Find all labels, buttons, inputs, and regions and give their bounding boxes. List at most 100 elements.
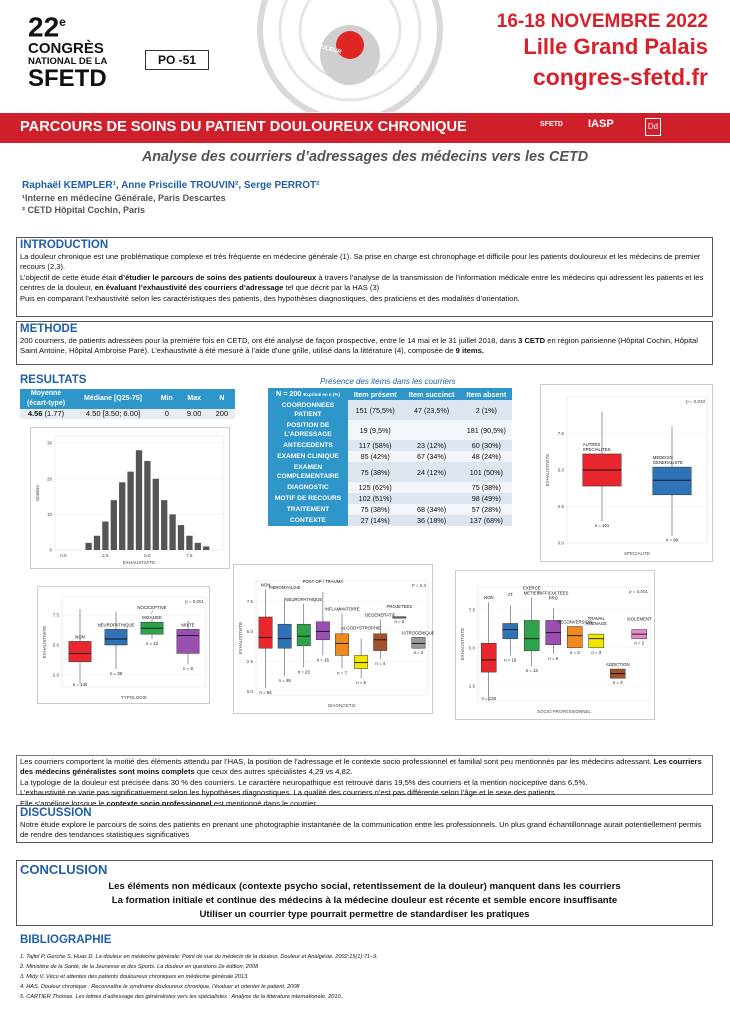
poster-title: PARCOURS DE SOINS DU PATIENT DOULOUREUX … bbox=[20, 119, 467, 135]
discussion-title: DISCUSSION bbox=[20, 807, 92, 819]
box-rect bbox=[652, 466, 692, 496]
items-header-n: N = 200 Exprimé en n (%) bbox=[268, 388, 348, 400]
box-n-label: n = 2 bbox=[394, 619, 404, 624]
stats-header-median: Médiane [Q25-75] bbox=[84, 395, 142, 402]
box-group-label: FIBROMYALGIE bbox=[269, 585, 301, 590]
box-n-label: n = 140 bbox=[73, 682, 88, 687]
box-group-label: / bbox=[151, 610, 153, 615]
resultats-title: RESULTATS bbox=[20, 374, 87, 386]
stats-table: Moyenne (écart-type) Médiane [Q25-75] Mi… bbox=[20, 389, 235, 419]
items-row-label: POSITION DE L’ADRESSAGE bbox=[268, 420, 348, 440]
box-rect bbox=[411, 637, 426, 649]
box-y-tick: 5.0 bbox=[247, 629, 254, 634]
box-rect bbox=[588, 633, 605, 649]
items-cell: 101 (50%) bbox=[460, 462, 512, 482]
items-row-label: COORDONNEES PATIENT bbox=[268, 400, 348, 420]
box-n-label: n = 5 bbox=[356, 680, 366, 685]
event-website[interactable]: congres-sfetd.fr bbox=[532, 64, 708, 90]
box-group-label: NEUROPATHIQUE bbox=[285, 597, 322, 602]
box-x-label: TYPOLOGIE bbox=[121, 695, 147, 700]
histogram-bar bbox=[110, 500, 117, 550]
conclusion-line1: Les éléments non médicaux (contexte psyc… bbox=[108, 881, 621, 892]
findings-line4: Elle s’améliore lorsque le contexte soci… bbox=[20, 798, 318, 808]
items-table-row: CONTEXTE 27 (14%) 36 (18%) 137 (68%) bbox=[268, 515, 512, 526]
box-group-label: MEDECIN bbox=[653, 455, 673, 460]
introduction-p3: Puis en comparant l’exhaustivité selon l… bbox=[20, 293, 520, 303]
event-venue: Lille Grand Palais bbox=[523, 34, 708, 59]
items-cell: 2 (1%) bbox=[460, 400, 512, 420]
histogram-x-label: EXHAUSTIVITE bbox=[123, 560, 156, 565]
box-rect bbox=[523, 620, 540, 652]
specialite-chart: 0.0 2.5 5.0 7.5 AUTRES SPECIALITES n = 101 MEDE… bbox=[540, 384, 713, 562]
box-y-label: EXHAUSTIVITE bbox=[545, 454, 550, 487]
box-y-tick: 7.5 bbox=[558, 431, 565, 436]
histogram-bar bbox=[127, 471, 134, 550]
bib-ref-5: 5. CARTIER Thomas. Les lettres d’adressa… bbox=[20, 994, 344, 1000]
methode-section: METHODE 200 courriers, de patients adres… bbox=[16, 321, 713, 365]
items-cell: 75 (38%) bbox=[348, 504, 403, 515]
items-cell: 67 (34%) bbox=[402, 451, 461, 462]
box-group-label: TRAVAIL bbox=[588, 616, 606, 621]
methode-title: METHODE bbox=[20, 323, 78, 335]
box-group-label: NEUROPATHIQUE bbox=[98, 622, 135, 627]
poster-id: PO -51 bbox=[145, 50, 209, 70]
box-group-label: INFLAMMATOIRE bbox=[325, 606, 360, 611]
box-y-tick: 7.5 bbox=[469, 607, 476, 612]
bib-ref-3: 3. Midy V. Vécu et attentes des patients… bbox=[20, 974, 249, 980]
items-cell: 47 (23,5%) bbox=[402, 400, 461, 420]
stats-n: 200 bbox=[215, 409, 229, 418]
items-cell: 125 (62%) bbox=[348, 482, 403, 493]
items-cell: 181 (90,5%) bbox=[460, 420, 512, 440]
box-rect bbox=[373, 633, 388, 651]
box-group-label: IATROGENIQUE bbox=[402, 630, 434, 635]
box-n-label: n = 6 bbox=[548, 656, 558, 661]
items-cell: 60 (30%) bbox=[460, 440, 512, 451]
items-cell: 36 (18%) bbox=[402, 515, 461, 526]
items-table-row: COORDONNEES PATIENT 151 (75,5%) 47 (23,5%)… bbox=[268, 400, 512, 420]
stats-max: 9.00 bbox=[186, 409, 202, 418]
box-n-label: n = 7 bbox=[337, 671, 347, 676]
items-cell: 27 (14%) bbox=[348, 515, 403, 526]
histogram-x-tick: 5.0 bbox=[144, 553, 151, 558]
bib-ref-2: 2. Ministère de la Santé, de la Jeunesse… bbox=[20, 964, 259, 970]
box-n-label: n = 4 bbox=[613, 680, 623, 685]
histogram-bar bbox=[119, 482, 126, 550]
box-group-label: ISOLEMENT bbox=[627, 617, 652, 622]
discussion-text: Notre étude explore le parcours de soins… bbox=[20, 820, 702, 840]
box-y-tick: 7.5 bbox=[53, 613, 60, 618]
box-y-tick: 7.5 bbox=[247, 599, 254, 604]
items-row-label: ANTECEDENTS bbox=[268, 440, 348, 451]
socio-chart: 2.5 5.0 7.5 NON n = 133 AT n = 19 EXERCE METIER n… bbox=[455, 570, 655, 720]
discussion-section: DISCUSSION Notre étude explore le parcou… bbox=[16, 805, 713, 843]
items-cell: 24 (12%) bbox=[402, 462, 461, 482]
diagnostic-chart: 0.0 2.5 5.0 7.5 NON n = 94 FIBROMYALGIE n = 49 N… bbox=[233, 564, 435, 714]
box-group-label: EXERCE bbox=[523, 586, 541, 591]
items-table-row: DIAGNOSTIC 125 (62%) 75 (38%) bbox=[268, 482, 512, 493]
box-group-label: DEGENERATIF bbox=[365, 612, 396, 617]
box-y-tick: 5.0 bbox=[469, 645, 476, 650]
stats-header-mean: Moyenne (écart-type) bbox=[26, 390, 66, 407]
histogram-bar bbox=[93, 535, 101, 550]
box-group-label: ADDICTION bbox=[606, 662, 630, 667]
banner-logo-dd: Dd bbox=[645, 118, 661, 136]
box-rect bbox=[354, 655, 369, 669]
edition-sup: e bbox=[59, 15, 66, 29]
box-rect bbox=[277, 623, 292, 649]
box-n-label: n = 94 bbox=[260, 690, 273, 695]
histogram-bar bbox=[203, 546, 210, 550]
congress-line1: CONGRÈS bbox=[28, 40, 104, 58]
findings-line1: Les courriers comportent la moitié des é… bbox=[20, 757, 702, 777]
histogram-bar bbox=[135, 450, 143, 550]
box-n-label: n = 19 bbox=[504, 657, 517, 662]
items-cell: 85 (42%) bbox=[348, 451, 403, 462]
histogram-bar bbox=[186, 535, 193, 550]
box-y-label: EXHAUSTIVITE bbox=[460, 628, 465, 661]
banner-logo-iasp: IASP bbox=[588, 118, 614, 130]
findings-line3: L’exhaustivité ne varie pas significativ… bbox=[20, 788, 555, 798]
items-cell: 57 (28%) bbox=[460, 504, 512, 515]
items-cell: 75 (38%) bbox=[460, 482, 512, 493]
histogram-y-tick: 20 bbox=[47, 476, 53, 481]
stats-header-n: N bbox=[219, 395, 225, 402]
bib-ref-1: 1. Tajfel P, Gerche S, Huas D. La douleu… bbox=[20, 954, 378, 960]
